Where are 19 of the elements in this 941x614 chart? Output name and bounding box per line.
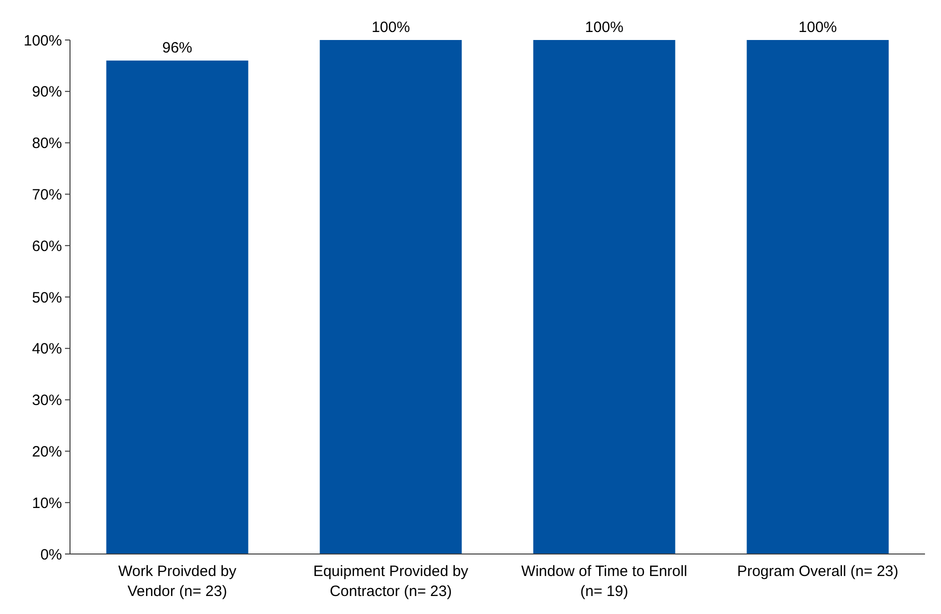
y-tick-label: 100% [24,32,62,50]
y-tick-label: 60% [32,238,62,255]
x-tick-label: Program Overall (n= 23) [737,563,898,580]
data-label: 100% [798,19,837,36]
y-tick-label: 0% [40,546,62,564]
y-tick-label: 80% [32,135,62,152]
x-tick-label: Equipment Provided by Contractor (n= 23) [313,563,469,600]
y-tick-label: 50% [32,289,62,306]
y-tick-label: 30% [32,392,62,410]
y-tick-label: 20% [32,443,62,460]
x-tick-label: Work Proivded by Vendor (n= 23) [118,563,237,600]
data-label: 96% [162,40,192,57]
y-tick-label: 70% [32,186,62,204]
data-label: 100% [372,19,410,36]
x-tick-label: Window of Time to Enroll (n= 19) [521,563,688,600]
data-label: 100% [585,19,624,36]
y-tick-label: 40% [32,340,62,358]
y-tick-label: 90% [32,84,62,101]
y-tick-label: 10% [32,494,62,512]
